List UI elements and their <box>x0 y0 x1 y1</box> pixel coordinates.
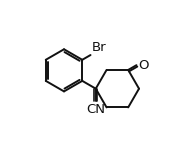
Text: Br: Br <box>91 41 106 54</box>
Text: O: O <box>138 59 148 72</box>
Text: CN: CN <box>86 103 105 116</box>
